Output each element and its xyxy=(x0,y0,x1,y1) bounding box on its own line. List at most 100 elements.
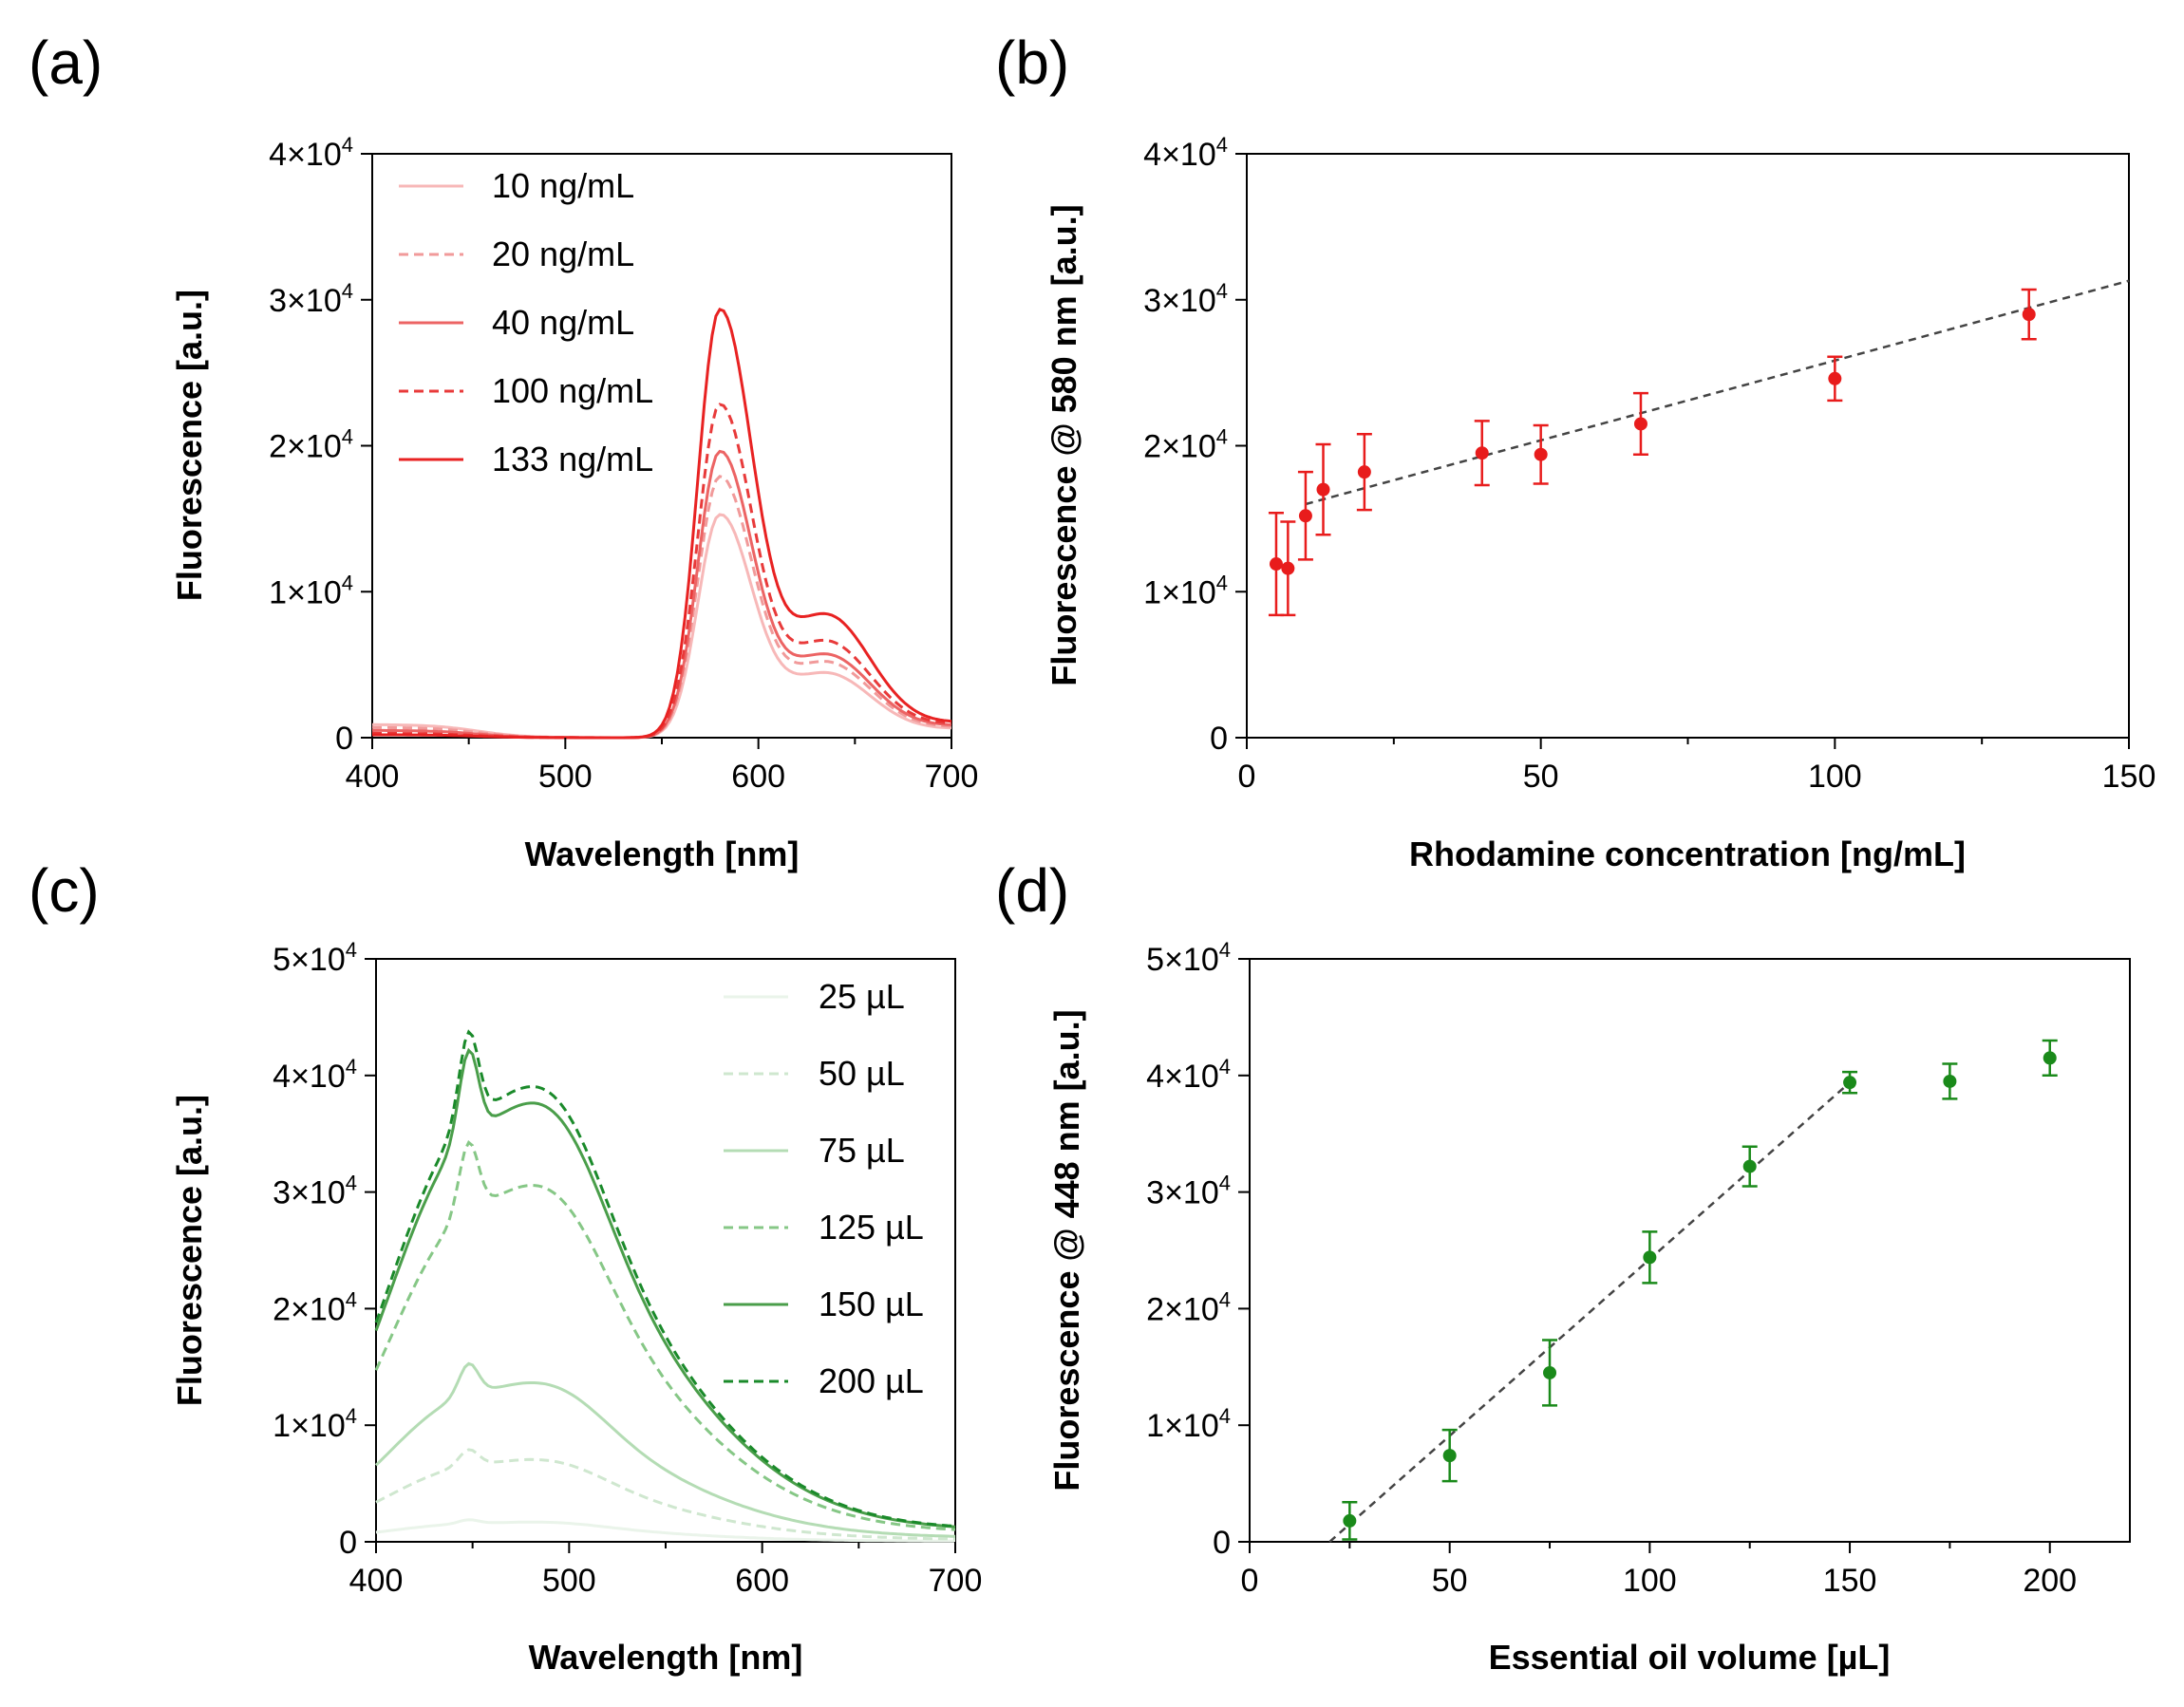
data-point xyxy=(1742,1159,1757,1173)
data-point xyxy=(1281,561,1295,575)
data-point xyxy=(1534,447,1548,461)
y-tick-label: 2×104 xyxy=(273,1287,357,1327)
panel-c-x-axis-title: Wavelength [nm] xyxy=(529,1638,803,1677)
x-tick-label: 50 xyxy=(1432,1563,1468,1599)
panel-b-x-axis-title: Rhodamine concentration [ng/mL] xyxy=(1409,835,1966,873)
x-tick-label: 0 xyxy=(1241,1563,1259,1599)
legend-label: 125 µL xyxy=(819,1208,924,1247)
series-line xyxy=(375,1518,955,1543)
y-tick-label: 1×104 xyxy=(1143,571,1228,610)
x-tick-label: 0 xyxy=(1238,759,1256,795)
panel-d-ticks: 0 50 100 150 200 0 1×104 2×104 3×104 4×104 5×104 xyxy=(1146,938,2077,1599)
panel-a-spectra: (a) 10 ng/mL 20 ng/mL 40 ng/mL 100 ng/mL 133… xyxy=(28,28,978,873)
panel-a-x-axis-title: Wavelength [nm] xyxy=(525,835,800,873)
data-point xyxy=(1828,371,1842,385)
x-tick-label: 600 xyxy=(731,759,785,795)
panel-b-ticks: 0 50 100 150 0 1×104 2×104 3×104 4×104 xyxy=(1143,133,2156,795)
x-tick-label: 50 xyxy=(1523,759,1559,795)
panel-d-calibration: (d) 0 50 100 150 200 0 1×104 2×104 3×104 4×104 5×1… xyxy=(995,856,2131,1677)
legend-label: 150 µL xyxy=(819,1285,924,1323)
panel-d-label: (d) xyxy=(995,856,1069,925)
x-tick-label: 500 xyxy=(542,1563,596,1599)
x-tick-label: 600 xyxy=(735,1563,789,1599)
y-tick-label: 4×104 xyxy=(1143,133,1228,173)
data-point xyxy=(1643,1250,1657,1265)
panel-a-legend: 10 ng/mL 20 ng/mL 40 ng/mL 100 ng/mL 133 ng/… xyxy=(399,166,653,478)
x-tick-label: 700 xyxy=(925,759,979,795)
panel-a-label: (a) xyxy=(28,28,103,97)
series-line xyxy=(372,403,952,740)
series-line xyxy=(374,1361,956,1538)
y-tick-label: 3×104 xyxy=(1146,1172,1231,1211)
data-point xyxy=(2022,308,2036,322)
panel-d-x-axis-title: Essential oil volume [µL] xyxy=(1489,1638,1891,1677)
y-tick-label: 3×104 xyxy=(269,279,353,319)
legend-label: 133 ng/mL xyxy=(492,440,653,478)
y-tick-label: 0 xyxy=(1213,1525,1231,1561)
panel-d-y-axis-title: Fluorescence @ 448 nm [a.u.] xyxy=(1047,1009,1086,1491)
panel-c-ticks: 400 500 600 700 0 1×104 2×104 3×104 4×104 5×104 xyxy=(273,938,982,1599)
panel-c-series-lines xyxy=(374,1029,956,1543)
series-line xyxy=(372,449,952,740)
series-line xyxy=(372,308,952,740)
panel-a-ticks: 400 500 600 700 0 1×104 2×104 3×104 4×104 xyxy=(269,133,978,795)
data-point xyxy=(1343,1513,1357,1528)
y-tick-label: 2×104 xyxy=(269,425,353,465)
y-tick-label: 1×104 xyxy=(273,1404,357,1444)
data-point xyxy=(1633,417,1647,431)
x-tick-label: 700 xyxy=(929,1563,983,1599)
panel-b-y-axis-title: Fluorescence @ 580 nm [a.u.] xyxy=(1045,204,1083,685)
x-tick-label: 400 xyxy=(349,1563,404,1599)
x-tick-label: 150 xyxy=(1823,1563,1877,1599)
y-tick-label: 4×104 xyxy=(1146,1055,1231,1095)
data-point xyxy=(2043,1051,2057,1065)
data-point xyxy=(1543,1365,1557,1379)
legend-label: 40 ng/mL xyxy=(492,303,634,342)
panel-c-spectra: (c) 25 µL 50 µL 75 µL 125 µL 150 µL 200 µL 40… xyxy=(28,856,982,1677)
panel-c-legend: 25 µL 50 µL 75 µL 125 µL 150 µL 200 µL xyxy=(724,977,924,1400)
fit-line xyxy=(1305,279,2130,506)
y-tick-label: 1×104 xyxy=(1146,1404,1231,1444)
y-tick-label: 3×104 xyxy=(273,1172,357,1211)
series-line xyxy=(374,1140,956,1531)
y-tick-label: 5×104 xyxy=(273,938,357,978)
y-tick-label: 5×104 xyxy=(1146,938,1231,978)
y-tick-label: 2×104 xyxy=(1146,1287,1231,1327)
data-point xyxy=(1843,1076,1857,1090)
panel-c-y-axis-title: Fluorescence [a.u.] xyxy=(170,1095,209,1406)
y-tick-label: 4×104 xyxy=(269,133,353,173)
panel-d-plot-frame xyxy=(1249,958,2131,1543)
y-tick-label: 2×104 xyxy=(1143,425,1228,465)
y-tick-label: 0 xyxy=(339,1525,357,1561)
panel-b-label: (b) xyxy=(995,28,1069,97)
legend-label: 10 ng/mL xyxy=(492,166,634,205)
panel-a-series-lines xyxy=(371,308,952,740)
data-point xyxy=(1269,557,1283,572)
panel-a-y-axis-title: Fluorescence [a.u.] xyxy=(170,290,209,601)
panel-b-plot-frame xyxy=(1246,153,2130,739)
series-line xyxy=(372,513,952,740)
data-point xyxy=(1442,1449,1457,1463)
y-tick-label: 3×104 xyxy=(1143,279,1228,319)
legend-label: 200 µL xyxy=(819,1361,924,1400)
legend-label: 20 ng/mL xyxy=(492,234,634,273)
legend-label: 25 µL xyxy=(819,977,905,1016)
legend-label: 50 µL xyxy=(819,1054,905,1093)
legend-label: 75 µL xyxy=(819,1131,905,1170)
x-tick-label: 400 xyxy=(346,759,400,795)
y-tick-label: 4×104 xyxy=(273,1055,357,1095)
data-point xyxy=(1943,1074,1957,1088)
series-line xyxy=(374,1029,956,1529)
panel-c-label: (c) xyxy=(28,856,100,925)
series-line xyxy=(371,475,952,740)
legend-label: 100 ng/mL xyxy=(492,371,653,410)
x-tick-label: 500 xyxy=(538,759,593,795)
y-tick-label: 0 xyxy=(1210,721,1228,757)
panel-b-data-points xyxy=(1268,279,2130,617)
x-tick-label: 100 xyxy=(1808,759,1862,795)
y-tick-label: 1×104 xyxy=(269,571,353,610)
x-tick-label: 150 xyxy=(2102,759,2156,795)
data-point xyxy=(1316,482,1330,497)
fit-line xyxy=(1328,1081,1851,1543)
